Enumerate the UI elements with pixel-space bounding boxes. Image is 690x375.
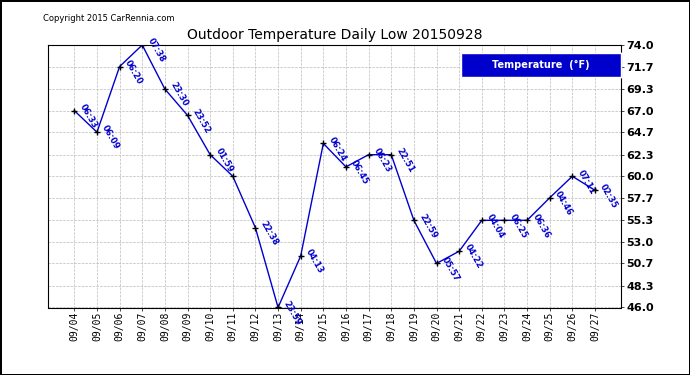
Text: 06:33: 06:33 bbox=[78, 102, 99, 130]
Text: 07:38: 07:38 bbox=[146, 37, 166, 64]
Text: 05:57: 05:57 bbox=[440, 255, 461, 283]
Text: 23:30: 23:30 bbox=[168, 81, 189, 108]
Text: 06:23: 06:23 bbox=[372, 147, 393, 174]
Text: 04:04: 04:04 bbox=[485, 212, 506, 240]
Text: 22:38: 22:38 bbox=[259, 220, 280, 247]
Title: Outdoor Temperature Daily Low 20150928: Outdoor Temperature Daily Low 20150928 bbox=[187, 28, 482, 42]
Text: 23:52: 23:52 bbox=[191, 107, 212, 135]
Text: 06:09: 06:09 bbox=[100, 124, 121, 152]
Text: Copyright 2015 CarRennia.com: Copyright 2015 CarRennia.com bbox=[43, 13, 174, 22]
Text: 06:25: 06:25 bbox=[508, 212, 529, 240]
Text: 06:45: 06:45 bbox=[349, 159, 371, 186]
Text: 22:59: 22:59 bbox=[417, 212, 438, 240]
Text: 04:46: 04:46 bbox=[553, 190, 574, 217]
Text: 22:51: 22:51 bbox=[395, 147, 416, 174]
Text: 06:36: 06:36 bbox=[531, 212, 551, 240]
Text: 07:11: 07:11 bbox=[575, 168, 597, 195]
Text: 23:59: 23:59 bbox=[282, 299, 302, 327]
Text: 06:20: 06:20 bbox=[123, 58, 144, 86]
Text: 06:24: 06:24 bbox=[327, 135, 348, 163]
Text: 02:35: 02:35 bbox=[598, 182, 620, 210]
Text: 04:13: 04:13 bbox=[304, 248, 325, 275]
Text: 01:59: 01:59 bbox=[213, 147, 235, 174]
Text: 04:22: 04:22 bbox=[462, 243, 484, 271]
